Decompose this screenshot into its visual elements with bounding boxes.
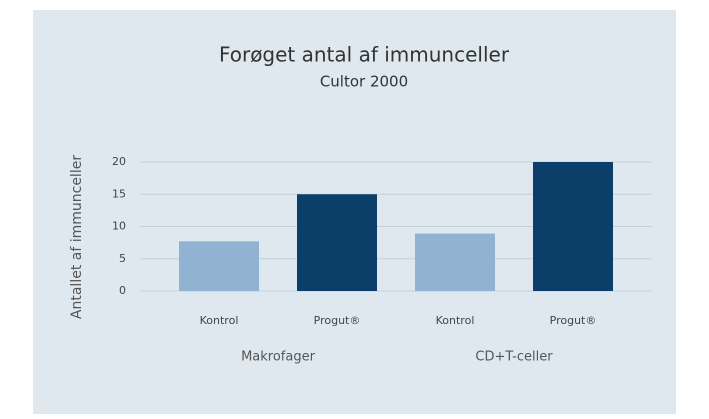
x-tick-label: Progut®	[314, 314, 361, 327]
x-tick-label: Kontrol	[200, 314, 239, 327]
y-axis-label: Antallet af immunceller	[69, 155, 85, 319]
chart-title: Forøget antal af immunceller	[219, 43, 510, 67]
x-tick-label: Kontrol	[436, 314, 475, 327]
x-group-label: CD+T-celler	[475, 350, 553, 365]
y-tick-label: 15	[112, 187, 126, 200]
x-group-label: Makrofager	[241, 350, 316, 365]
y-tick-label: 5	[119, 252, 126, 265]
bar	[415, 233, 495, 291]
chart-subtitle: Cultor 2000	[320, 73, 408, 91]
bar	[297, 194, 377, 291]
y-tick-label: 0	[119, 284, 126, 297]
bar	[179, 241, 259, 291]
y-tick-label: 10	[112, 220, 126, 233]
y-tick-label: 20	[112, 155, 126, 168]
x-tick-label: Progut®	[550, 314, 597, 327]
bar	[533, 162, 613, 291]
